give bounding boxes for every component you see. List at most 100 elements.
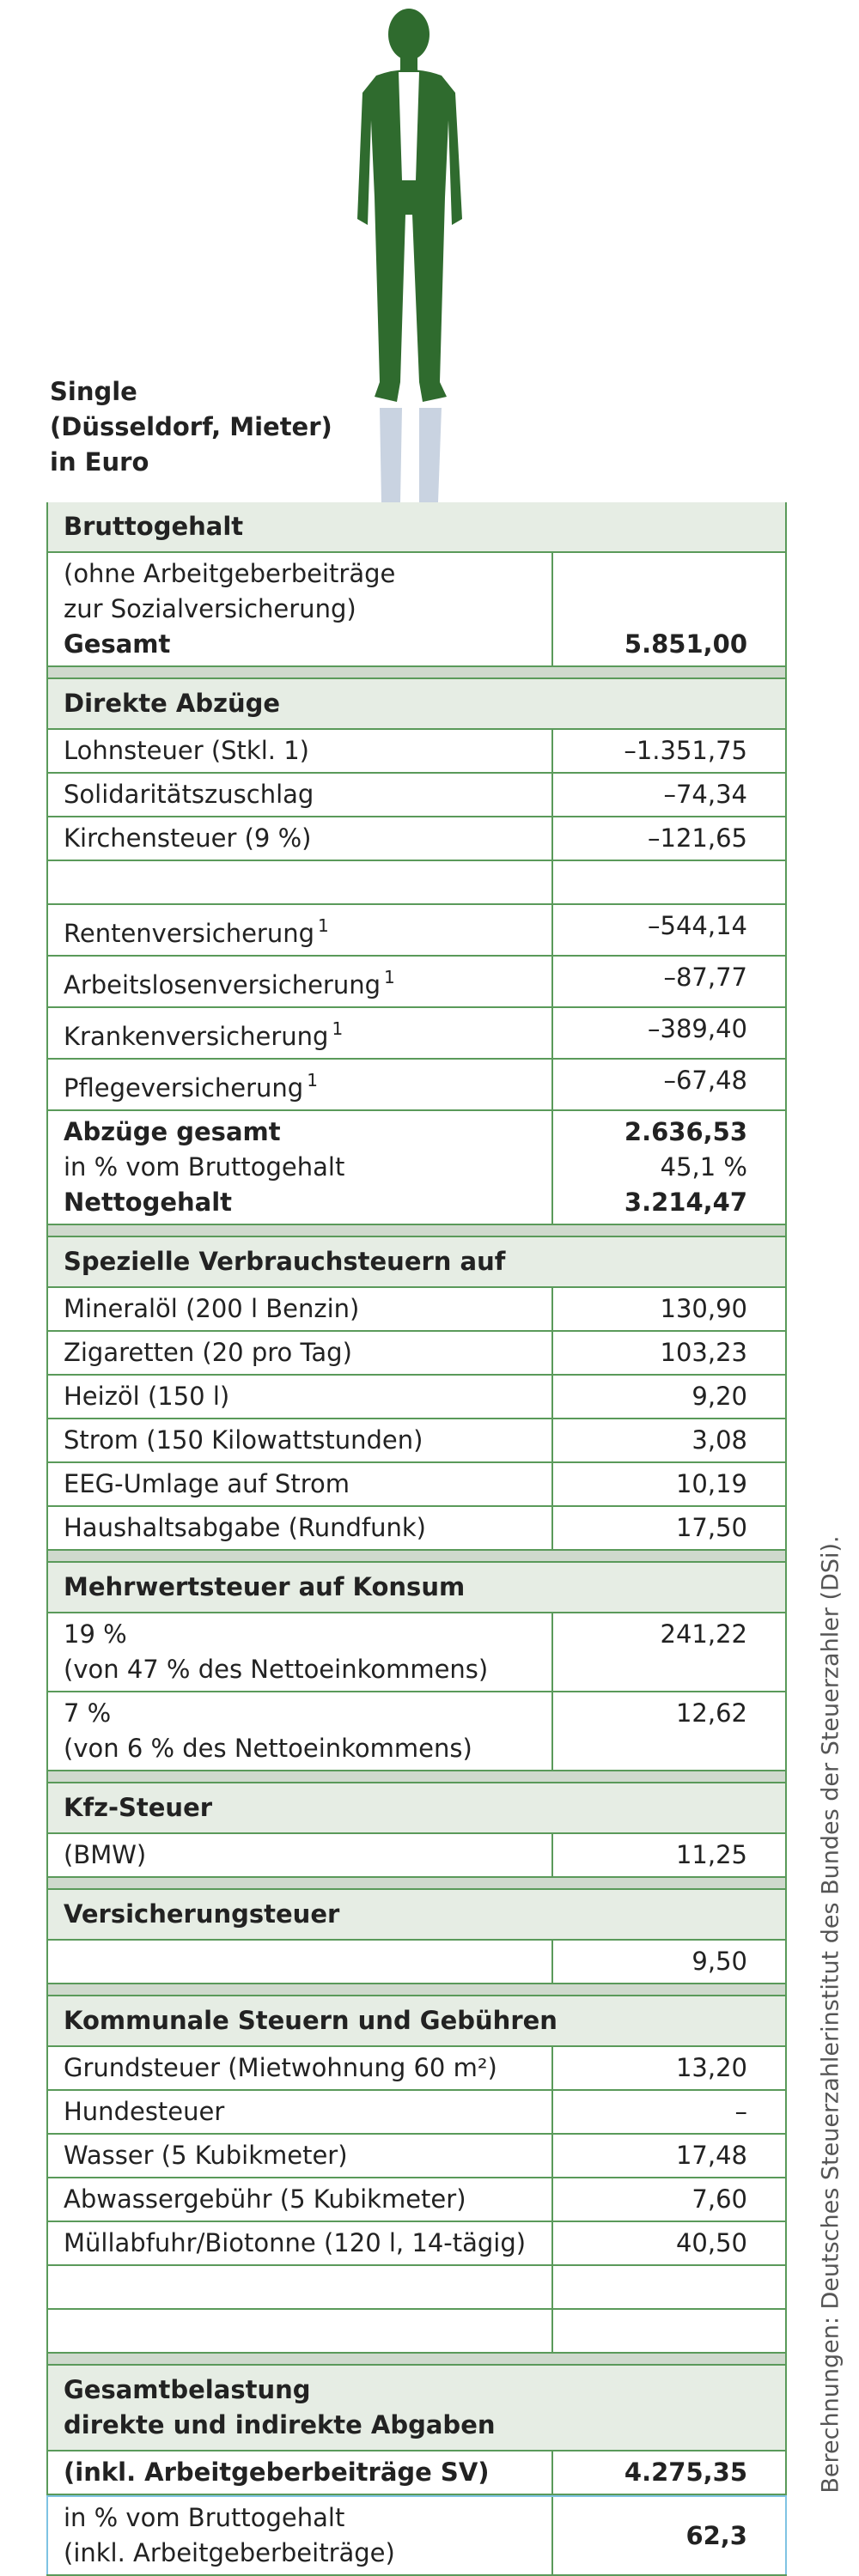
table-row: Heizöl (150 l) 9,20 bbox=[48, 1376, 785, 1419]
value-cell: – bbox=[553, 2091, 785, 2133]
row-value: –87,77 bbox=[663, 963, 747, 992]
value-line: 13,20 bbox=[553, 2050, 747, 2086]
value-line: 12,62 bbox=[553, 1696, 747, 1731]
row-label: 19 % bbox=[64, 1619, 127, 1649]
label-line: Hundesteuer bbox=[64, 2094, 536, 2129]
separator bbox=[48, 667, 785, 679]
row-label: Abwassergebühr (5 Kubikmeter) bbox=[64, 2184, 466, 2214]
table-row: (ohne Arbeitgeberbeiträge zur Sozialversi… bbox=[48, 553, 785, 667]
label-cell: Zigaretten (20 pro Tag) bbox=[48, 1332, 553, 1374]
table-row: Hundesteuer – bbox=[48, 2091, 785, 2135]
header-line: Mehrwertsteuer auf Konsum bbox=[64, 1572, 466, 1601]
value-cell: 9,50 bbox=[553, 1941, 785, 1983]
label-cell: Hundesteuer bbox=[48, 2091, 553, 2133]
label-line: Mineralöl (200 l Benzin) bbox=[64, 1291, 536, 1327]
label-cell: 7 % (von 6 % des Nettoeinkommens) bbox=[48, 1692, 553, 1770]
value-line: –389,40 bbox=[553, 1012, 747, 1047]
value-line: –544,14 bbox=[553, 908, 747, 944]
section-header: Versicherungsteuer bbox=[48, 1890, 785, 1941]
row-value: 4.275,35 bbox=[624, 2458, 747, 2487]
table-row: Abwassergebühr (5 Kubikmeter) 7,60 bbox=[48, 2178, 785, 2222]
label-line: in % vom Bruttogehalt bbox=[64, 1150, 536, 1185]
row-label: Haushaltsabgabe (Rundfunk) bbox=[64, 1513, 426, 1542]
value-cell: 4.275,35 bbox=[553, 2451, 785, 2494]
table-row bbox=[48, 861, 785, 905]
row-value: –1.351,75 bbox=[624, 736, 747, 765]
table-row: Krankenversicherung 1 –389,40 bbox=[48, 1008, 785, 1060]
label-line: (von 47 % des Nettoeinkommens) bbox=[64, 1652, 536, 1687]
separator bbox=[48, 1878, 785, 1890]
value-cell: 130,90 bbox=[553, 1288, 785, 1330]
table-row: 19 % (von 47 % des Nettoeinkommens) 241,22 bbox=[48, 1613, 785, 1692]
value-line: 4.275,35 bbox=[553, 2455, 747, 2490]
header-line: Direkte Abzüge bbox=[64, 689, 281, 718]
label-line: Abwassergebühr (5 Kubikmeter) bbox=[64, 2182, 536, 2217]
value-line: 241,22 bbox=[553, 1617, 747, 1652]
row-label: Arbeitslosenversicherung bbox=[64, 970, 381, 999]
label-cell: Solidaritätszuschlag bbox=[48, 774, 553, 816]
value-line: – bbox=[553, 2094, 748, 2129]
value-line: –74,34 bbox=[553, 777, 747, 812]
value-cell: 40,50 bbox=[553, 2222, 785, 2264]
value-line bbox=[553, 556, 747, 592]
row-value: 13,20 bbox=[675, 2053, 747, 2082]
row-label: 7 % bbox=[64, 1698, 112, 1728]
label-line: Lohnsteuer (Stkl. 1) bbox=[64, 733, 536, 769]
table-row: (inkl. Arbeitgeberbeiträge SV) 4.275,35 bbox=[48, 2451, 785, 2495]
label-line: Solidaritätszuschlag bbox=[64, 777, 536, 812]
value-line: 9,50 bbox=[553, 1944, 747, 1979]
value-cell: 11,25 bbox=[553, 1834, 785, 1876]
label-line: (BMW) bbox=[64, 1838, 536, 1873]
row-label: (von 6 % des Nettoeinkommens) bbox=[64, 1734, 472, 1763]
row-value: –544,14 bbox=[648, 911, 747, 940]
label-line: Krankenversicherung 1 bbox=[64, 1012, 536, 1054]
header-line: Bruttogehalt bbox=[64, 512, 244, 541]
label-cell: Arbeitslosenversicherung 1 bbox=[48, 957, 553, 1006]
row-label: Solidaritätszuschlag bbox=[64, 780, 314, 809]
label-line: Grundsteuer (Mietwohnung 60 m²) bbox=[64, 2050, 536, 2086]
value-cell: –87,77 bbox=[553, 957, 785, 1006]
value-cell: 5.851,00 bbox=[553, 553, 785, 665]
row-value: 9,50 bbox=[691, 1947, 747, 1976]
section-header: Kommunale Steuern und Gebühren bbox=[48, 1996, 785, 2047]
row-value: – bbox=[734, 2097, 748, 2126]
tax-table: Bruttogehalt (ohne Arbeitgeberbeiträge zur… bbox=[46, 502, 787, 2576]
value-cell: 12,62 bbox=[553, 1692, 785, 1770]
value-cell bbox=[553, 861, 785, 903]
label-cell: Abzüge gesamt in % vom Bruttogehalt Nettog… bbox=[48, 1111, 553, 1224]
value-line: –1.351,75 bbox=[553, 733, 747, 769]
value-line bbox=[553, 1652, 747, 1687]
label-line: Rentenversicherung 1 bbox=[64, 908, 536, 951]
value-line: 5.851,00 bbox=[553, 627, 747, 662]
table-row: 7 % (von 6 % des Nettoeinkommens) 12,62 bbox=[48, 1692, 785, 1771]
silhouette bbox=[357, 9, 462, 402]
table-row: Solidaritätszuschlag –74,34 bbox=[48, 774, 785, 817]
label-line: EEG-Umlage auf Strom bbox=[64, 1467, 536, 1502]
row-label: Pflegeversicherung bbox=[64, 1073, 304, 1103]
row-value: 5.851,00 bbox=[624, 629, 747, 659]
shirt bbox=[399, 72, 419, 180]
label-line: (Düsseldorf, Mieter) bbox=[50, 412, 332, 441]
value-line: 45,1 % bbox=[553, 1150, 747, 1185]
label-line: (inkl. Arbeitgeberbeiträge SV) bbox=[64, 2455, 536, 2490]
row-label: Abzüge gesamt bbox=[64, 1117, 281, 1146]
table-row: Pflegeversicherung 1 –67,48 bbox=[48, 1060, 785, 1111]
profile-label: Single (Düsseldorf, Mieter) in Euro bbox=[50, 374, 332, 480]
value-cell: 103,23 bbox=[553, 1332, 785, 1374]
value-cell: 17,48 bbox=[553, 2135, 785, 2177]
label-line: Arbeitslosenversicherung 1 bbox=[64, 960, 536, 1003]
separator bbox=[48, 1771, 785, 1783]
value-line bbox=[553, 1731, 747, 1766]
row-value: –74,34 bbox=[663, 780, 747, 809]
value-line: 17,48 bbox=[553, 2138, 747, 2173]
label-line: Zigaretten (20 pro Tag) bbox=[64, 1335, 536, 1370]
row-label: Kirchensteuer (9 %) bbox=[64, 823, 312, 853]
value-cell: 3,08 bbox=[553, 1419, 785, 1461]
value-line: 11,25 bbox=[553, 1838, 747, 1873]
header-line: Spezielle Verbrauchsteuern auf bbox=[64, 1247, 506, 1276]
row-label: (ohne Arbeitgeberbeiträge bbox=[64, 559, 396, 588]
shadow bbox=[380, 408, 442, 502]
row-label: Mineralöl (200 l Benzin) bbox=[64, 1294, 360, 1323]
value-cell: 13,20 bbox=[553, 2047, 785, 2089]
table-row: Kirchensteuer (9 %) –121,65 bbox=[48, 817, 785, 861]
